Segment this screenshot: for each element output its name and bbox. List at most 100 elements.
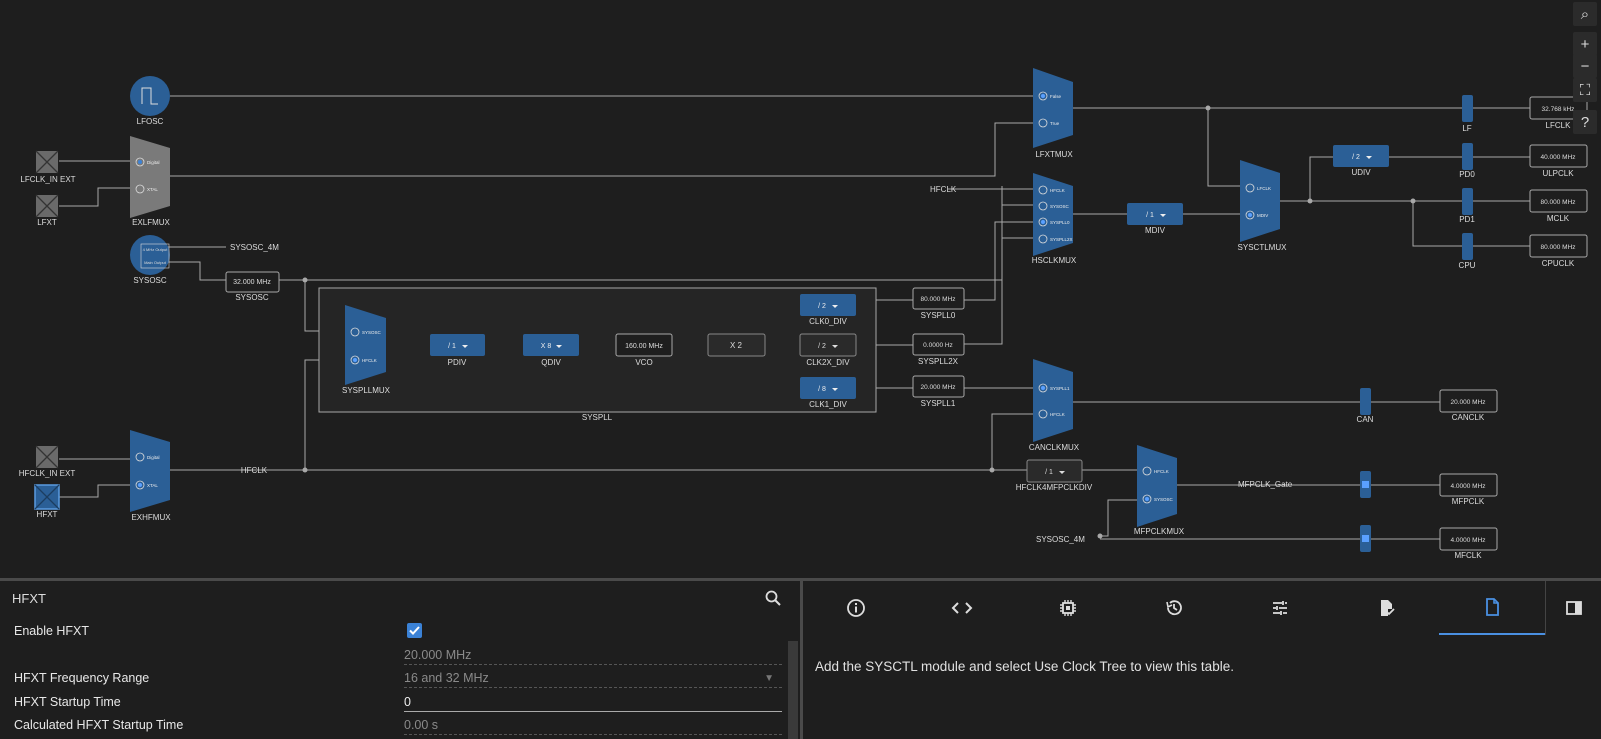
svg-text:SYSPLL1: SYSPLL1 (921, 399, 956, 408)
svg-text:LFCLK: LFCLK (1546, 121, 1572, 130)
history-icon[interactable] (1121, 581, 1227, 635)
search-diagram-icon[interactable]: ⌕ (1573, 2, 1597, 26)
startup-time-input[interactable]: 0 (404, 695, 782, 712)
mfclk-gate[interactable] (1360, 525, 1371, 552)
svg-text:SYSPLL0: SYSPLL0 (1050, 220, 1070, 225)
syspll-label: SYSPLL (582, 413, 613, 422)
sysctlmux[interactable]: LFCLK MDIV SYSCTLMUX (1238, 160, 1288, 252)
svg-text:0.0000 Hz: 0.0000 Hz (923, 342, 953, 349)
udiv-select[interactable]: / 2 UDIV (1333, 145, 1389, 177)
svg-text:40.000 MHz: 40.000 MHz (1540, 154, 1575, 161)
svg-text:CLK1_DIV: CLK1_DIV (809, 400, 847, 409)
svg-text:Digital: Digital (147, 455, 160, 460)
svg-text:UDIV: UDIV (1351, 168, 1371, 177)
zoom-out-button[interactable]: − (1573, 54, 1597, 78)
panel-title: HFXT (12, 591, 46, 606)
qdiv-select[interactable]: X 8 QDIV (523, 334, 579, 367)
svg-text:MDIV: MDIV (1257, 213, 1268, 218)
info-icon[interactable] (803, 581, 909, 635)
lfxtmux[interactable]: False True LFXTMUX (1033, 68, 1073, 159)
svg-text:CANCLKMUX: CANCLKMUX (1029, 443, 1080, 452)
svg-text:/ 2: / 2 (818, 303, 826, 310)
canclk-output: 20.000 MHz CANCLK (1439, 389, 1498, 422)
svg-text:EXHFMUX: EXHFMUX (131, 513, 171, 522)
lf-gate[interactable]: LF (1462, 95, 1473, 133)
clk1-div-select[interactable]: / 8 CLK1_DIV (800, 377, 856, 409)
svg-text:VCO: VCO (635, 358, 652, 367)
hfxt-pin[interactable]: HFXT (34, 484, 60, 519)
svg-text:XTAL: XTAL (147, 483, 158, 488)
clk2x-div-select[interactable]: / 2 CLK2X_DIV (799, 333, 857, 367)
svg-text:CPUCLK: CPUCLK (1542, 259, 1575, 268)
svg-text:XTAL: XTAL (147, 187, 158, 192)
exlfmux[interactable]: Digital XTAL EXLFMUX (130, 136, 171, 227)
enable-hfxt-checkbox[interactable] (407, 623, 422, 638)
lfosc-block[interactable]: LFOSC (130, 76, 170, 126)
svg-text:Digital: Digital (147, 160, 160, 165)
lfclk-output: 32.768 kHz LFCLK (1529, 96, 1588, 130)
svg-text:/ 2: / 2 (818, 343, 826, 350)
sysosc-4m-label: SYSOSC_4M (230, 243, 279, 252)
pd1-gate[interactable]: PD1 (1459, 188, 1475, 224)
svg-text:32.768 kHz: 32.768 kHz (1542, 106, 1575, 113)
chevron-down-icon: ▼ (764, 673, 774, 684)
clk0-div-select[interactable]: / 2 CLK0_DIV (800, 294, 856, 326)
tune-icon[interactable] (1227, 581, 1333, 635)
svg-text:4 MHz Output: 4 MHz Output (143, 247, 169, 252)
vco-box (615, 333, 673, 357)
svg-text:/ 1: / 1 (1146, 212, 1154, 219)
hsclkmux[interactable]: HFCLK SYSOSC SYSPLL0 SYSPLL2X HSCLKMUX (1032, 173, 1077, 265)
code-icon[interactable] (909, 581, 1015, 635)
svg-text:CLK0_DIV: CLK0_DIV (809, 317, 847, 326)
svg-text:80.000 MHz: 80.000 MHz (1540, 244, 1575, 251)
canclkmux[interactable]: SYSPLL1 HFCLK CANCLKMUX (1029, 359, 1080, 452)
fit-view-button[interactable]: ⛶ (1573, 78, 1597, 102)
hfxt-frequency-field[interactable]: 20.000 MHz (404, 648, 782, 665)
vertical-splitter[interactable] (800, 581, 803, 739)
sysosc-block[interactable]: 4 MHz Output Main Output SYSOSC (130, 235, 170, 285)
cpu-gate[interactable]: CPU (1459, 233, 1476, 270)
zoom-in-button[interactable]: + (1573, 32, 1597, 56)
help-button[interactable]: ? (1573, 110, 1597, 134)
file-check-icon[interactable] (1333, 581, 1439, 635)
hfclk-in-ext-pin[interactable]: HFCLK_IN EXT (19, 445, 76, 478)
mdiv-select[interactable]: / 1 MDIV (1127, 203, 1183, 235)
clock-tree-diagram[interactable]: SYSPLL LFOSC 4 MHz Output Main Output SY… (0, 0, 1601, 578)
svg-text:SYSCTLMUX: SYSCTLMUX (1238, 243, 1288, 252)
svg-text:SYSOSC: SYSOSC (1050, 204, 1070, 209)
cpuclk-output: 80.000 MHz CPUCLK (1529, 234, 1588, 268)
lfxt-pin[interactable]: LFXT (35, 194, 59, 227)
mfpclk-gate[interactable] (1360, 471, 1371, 498)
svg-text:CPU: CPU (1459, 261, 1476, 270)
calc-startup-time-field: 0.00 s (404, 718, 782, 735)
svg-text:CAN: CAN (1357, 415, 1374, 424)
mfpclk-output: 4.0000 MHz MFPCLK (1439, 473, 1498, 506)
scrollbar[interactable] (788, 641, 798, 739)
can-gate[interactable]: CAN (1357, 388, 1374, 424)
file-icon[interactable] (1439, 581, 1545, 635)
syspllmux[interactable]: SYSOSC HFCLK SYSPLLMUX (342, 305, 391, 395)
svg-text:HSCLKMUX: HSCLKMUX (1032, 256, 1077, 265)
empty-table-message: Add the SYSCTL module and select Use Clo… (815, 659, 1234, 674)
lfclk-in-ext-pin[interactable]: LFCLK_IN EXT (20, 150, 76, 184)
chip-icon[interactable] (1015, 581, 1121, 635)
frequency-range-select[interactable]: 16 and 32 MHz ▼ (404, 671, 782, 688)
svg-text:SYSOSC: SYSOSC (1154, 497, 1174, 502)
hfclk4mfpclkdiv-select[interactable]: / 1 HFCLK4MFPCLKDIV (1016, 459, 1093, 492)
pdiv-select[interactable]: / 1 PDIV (430, 334, 485, 367)
hfclk-wire-label: HFCLK (241, 466, 268, 475)
svg-text:HFXT: HFXT (37, 510, 58, 519)
mfpclk-gate-label: MFPCLK_Gate (1238, 480, 1293, 489)
exhfmux[interactable]: Digital XTAL EXHFMUX (130, 430, 171, 522)
svg-text:20.000 MHz: 20.000 MHz (920, 384, 955, 391)
svg-text:4.0000 MHz: 4.0000 MHz (1450, 483, 1485, 490)
search-icon[interactable] (764, 589, 782, 607)
horizontal-splitter[interactable] (0, 578, 1601, 581)
pd0-gate[interactable]: PD0 (1459, 143, 1475, 179)
mfpclkmux[interactable]: HFCLK SYSOSC MFPCLKMUX (1134, 445, 1185, 536)
svg-text:QDIV: QDIV (541, 358, 561, 367)
svg-text:LFXTMUX: LFXTMUX (1035, 150, 1073, 159)
svg-text:HFCLK: HFCLK (1154, 469, 1169, 474)
svg-text:LFCLK: LFCLK (1257, 186, 1271, 191)
toggle-sidebar-icon[interactable] (1545, 581, 1601, 635)
